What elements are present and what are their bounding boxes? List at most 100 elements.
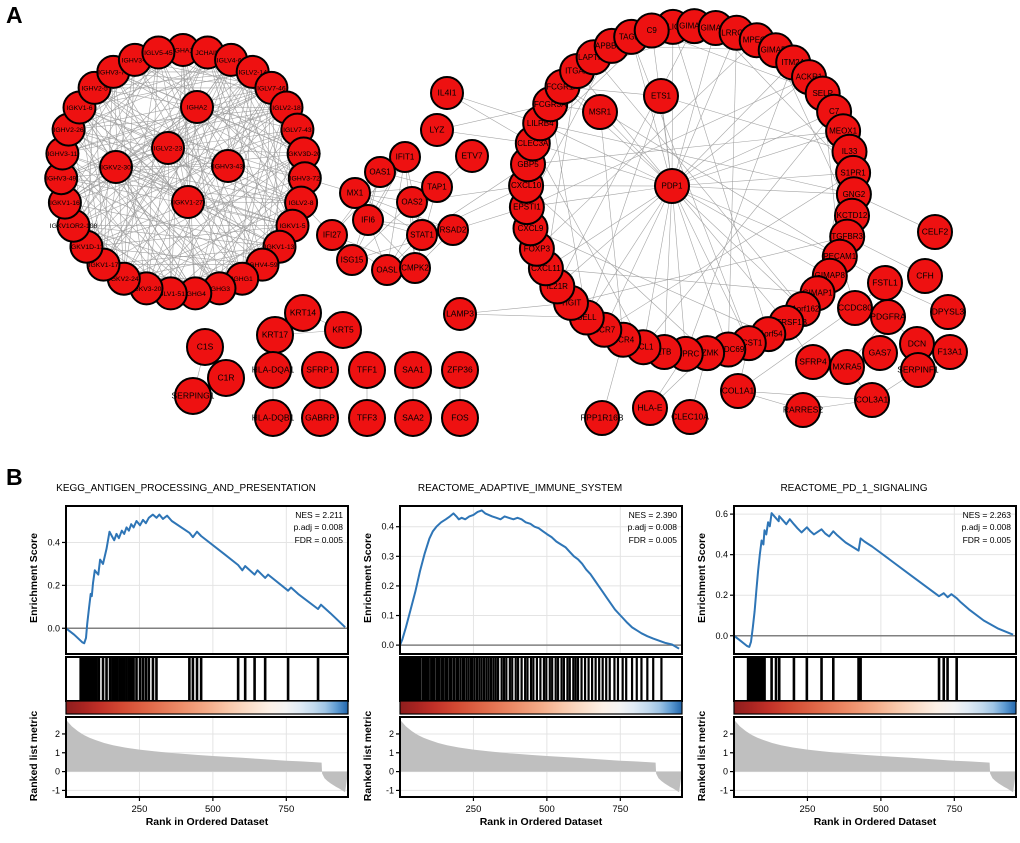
- es-ytick-label: 0.4: [381, 522, 394, 532]
- network-node-hla-e[interactable]: HLA-E: [632, 390, 668, 426]
- network-node-ifit1[interactable]: IFIT1: [389, 141, 421, 173]
- network-node-krt17[interactable]: KRT17: [256, 316, 294, 354]
- network-node-cfh[interactable]: CFH: [907, 258, 943, 294]
- network-node-rsad2[interactable]: RSAD2: [437, 214, 469, 246]
- network-node-igkv2-30[interactable]: IGKV2-30: [99, 150, 133, 184]
- network-node-fos[interactable]: FOS: [441, 399, 479, 437]
- network-node-oasl[interactable]: OASL: [371, 254, 403, 286]
- xtick-label: 750: [278, 804, 294, 814]
- network-node-serping1[interactable]: SERPING1: [172, 377, 215, 415]
- network-node-fstl1[interactable]: FSTL1: [867, 265, 903, 301]
- network-node-ifi27[interactable]: IFI27: [316, 219, 348, 251]
- network-node-serpinf1[interactable]: SERPINF1: [897, 352, 939, 388]
- svg-text:TFF1: TFF1: [357, 365, 378, 375]
- metric-ytick-label: -1: [386, 785, 394, 795]
- svg-text:SAA2: SAA2: [402, 413, 424, 423]
- network-edge: [94, 87, 198, 108]
- network-node-ifi6[interactable]: IFI6: [352, 204, 384, 236]
- network-node-tap1[interactable]: TAP1: [421, 171, 453, 203]
- network-node-lyz[interactable]: LYZ: [420, 113, 454, 147]
- network-node-rarres2[interactable]: RARRES2: [783, 392, 823, 428]
- network-node-hla-dqb1[interactable]: HLA-DQB1: [252, 399, 295, 437]
- network-node-etv7[interactable]: ETV7: [455, 139, 489, 173]
- network-node-gas7[interactable]: GAS7: [862, 335, 898, 371]
- network-node-pdp1[interactable]: PDP1: [654, 168, 690, 204]
- network-node-oas1[interactable]: OAS1: [364, 156, 396, 188]
- network-node-ets1[interactable]: ETS1: [643, 78, 679, 114]
- network-node-cmpk2[interactable]: CMPK2: [399, 252, 431, 284]
- network-node-c1r[interactable]: C1R: [207, 359, 245, 397]
- network-node-tff3[interactable]: TFF3: [348, 399, 386, 437]
- network-edge: [557, 185, 673, 287]
- network-edge: [79, 107, 189, 203]
- svg-text:KRT5: KRT5: [332, 325, 354, 335]
- network-node-iglv5-45[interactable]: IGLV5-45: [141, 35, 176, 70]
- svg-text:IGKV3D-20: IGKV3D-20: [286, 151, 321, 158]
- svg-text:IGHG1: IGHG1: [232, 276, 253, 283]
- network-edge: [570, 236, 848, 304]
- metric-ytick-label: 1: [723, 748, 728, 758]
- network-edge: [230, 59, 293, 226]
- network-node-pdgfra[interactable]: PDGFRA: [870, 299, 906, 335]
- xtick-label: 750: [612, 804, 628, 814]
- network-node-igkv1-27[interactable]: IGKV1-27: [171, 185, 205, 219]
- svg-text:OAS2: OAS2: [401, 198, 423, 207]
- svg-text:PTPRC: PTPRC: [672, 349, 699, 358]
- network-node-saa2[interactable]: SAA2: [394, 399, 432, 437]
- network-node-mxra5[interactable]: MXRA5: [829, 349, 865, 385]
- es-ytick-label: 0.2: [47, 580, 60, 590]
- network-node-krt14[interactable]: KRT14: [284, 294, 322, 332]
- network-node-saa1[interactable]: SAA1: [394, 351, 432, 389]
- network-node-mx1[interactable]: MX1: [339, 177, 371, 209]
- network-node-igha2[interactable]: IGHA2: [180, 90, 214, 124]
- svg-text:CMPK2: CMPK2: [401, 264, 429, 273]
- es-ytick-label: 0.2: [715, 590, 728, 600]
- rank-colorbar: [733, 700, 1017, 715]
- network-node-celf2[interactable]: CELF2: [917, 214, 953, 250]
- es-panel-border: [733, 505, 1017, 655]
- svg-text:ITGAX: ITGAX: [565, 67, 590, 76]
- network-node-clec10a[interactable]: CLEC10A: [671, 399, 709, 435]
- svg-text:C1orf54: C1orf54: [754, 330, 783, 339]
- network-node-col3a1[interactable]: COL3A1: [854, 382, 890, 418]
- svg-text:IGLV2-23: IGLV2-23: [154, 146, 183, 153]
- network-node-hla-dqa1[interactable]: HLA-DQA1: [252, 351, 295, 389]
- network-node-isg15[interactable]: ISG15: [336, 244, 368, 276]
- svg-text:IGKV1-17: IGKV1-17: [89, 262, 119, 269]
- svg-text:GIMAP7: GIMAP7: [761, 46, 792, 55]
- network-node-ccdc80[interactable]: CCDC80: [837, 290, 873, 326]
- network-node-sfrp4[interactable]: SFRP4: [795, 344, 831, 380]
- metric-ytick-label: -1: [52, 785, 60, 795]
- network-node-oas2[interactable]: OAS2: [396, 186, 428, 218]
- svg-text:HLA-DQA1: HLA-DQA1: [252, 365, 295, 375]
- svg-text:C9: C9: [647, 26, 658, 35]
- es-ytick-label: 0.6: [715, 509, 728, 519]
- network-node-il4i1[interactable]: IL4I1: [430, 76, 464, 110]
- network-node-zfp36[interactable]: ZFP36: [441, 351, 479, 389]
- network-node-msr1[interactable]: MSR1: [582, 94, 618, 130]
- svg-text:CXCL10: CXCL10: [511, 181, 542, 190]
- network-node-tff1[interactable]: TFF1: [348, 351, 386, 389]
- network-node-ppp1r16b[interactable]: PPP1R16B: [581, 400, 624, 436]
- network-edge: [195, 153, 304, 294]
- network-node-igkv3d-20[interactable]: IGKV3D-20: [286, 136, 321, 171]
- network-node-sfrp1[interactable]: SFRP1: [301, 351, 339, 389]
- network-node-lamp3[interactable]: LAMP3: [443, 297, 477, 331]
- es-panel-border: [399, 505, 683, 655]
- metric-panel-border: [733, 716, 1017, 798]
- network-node-c9[interactable]: C9: [633, 12, 670, 49]
- network-node-ighv3-43[interactable]: IGHV3-43: [211, 149, 245, 183]
- gsea-plot-adaptive-immune: 0.0 0.1 0.2 0.3 0.4 -1 0 1 2 250 500 750 REACTOME_A…: [354, 482, 686, 843]
- svg-text:GIMAP6: GIMAP6: [679, 22, 710, 31]
- network-node-krt5[interactable]: KRT5: [324, 311, 362, 349]
- network-node-dpysl3[interactable]: DPYSL3: [930, 294, 966, 330]
- svg-text:MEOX1: MEOX1: [829, 127, 858, 136]
- svg-text:OASL: OASL: [376, 266, 398, 275]
- network-node-c1s[interactable]: C1S: [186, 328, 224, 366]
- network-node-iglv2-23[interactable]: IGLV2-23: [151, 131, 185, 165]
- network-node-col1a1[interactable]: COL1A1: [720, 373, 756, 409]
- network-node-f13a1[interactable]: F13A1: [932, 334, 968, 370]
- network-node-gabrp[interactable]: GABRP: [301, 399, 339, 437]
- network-node-stat1[interactable]: STAT1: [406, 219, 438, 251]
- svg-text:IGLV7-43: IGLV7-43: [283, 127, 312, 134]
